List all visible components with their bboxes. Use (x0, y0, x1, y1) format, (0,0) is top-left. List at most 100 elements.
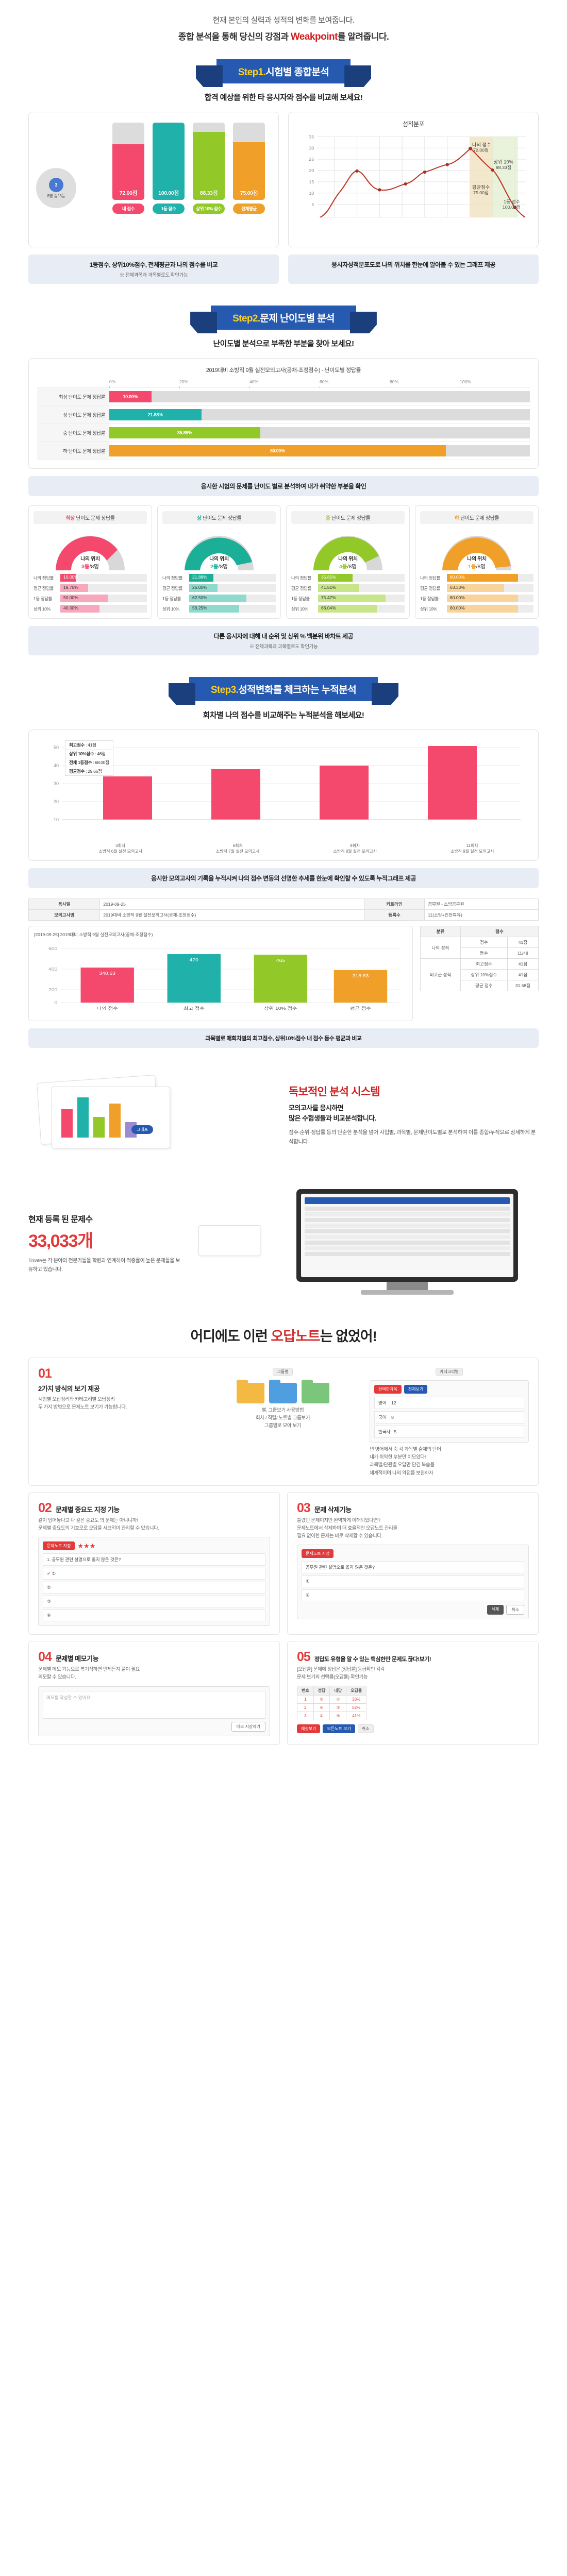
gauge-rank-value: 2등/8명 (180, 563, 258, 570)
gauge-rank-value: 1등/8명 (438, 563, 515, 570)
gauge-row: 나의 정답률 21.88% (162, 574, 276, 582)
tag-secondary[interactable]: 전체보기 (404, 1385, 428, 1394)
footer-space (0, 1751, 567, 1772)
table-row: 모의고사명 2019대비 소방직 9월 실전모의고사(공채-조정점수) 등록수 … (28, 909, 539, 921)
score-distribution-card: 성적분포 (288, 112, 539, 247)
hero-section: 현재 본인의 실력과 성적의 변화를 보여줍니다. 종합 분석을 통해 당신의 … (0, 0, 567, 48)
svg-text:88.33점: 88.33점 (496, 164, 511, 170)
option-row[interactable]: ② (43, 1582, 265, 1594)
svg-text:72.00점: 72.00점 (473, 147, 489, 153)
memo-input[interactable]: 메모를 작성할 수 있어요! (43, 1690, 265, 1719)
gauge-card: 상 난이도 문제 정답률 나의 위치 2등/8명 나의 정답률 21.88% 평균… (157, 505, 281, 619)
category-row[interactable]: 국어 8 (374, 1411, 524, 1423)
folder-group (203, 1380, 362, 1403)
difficulty-track: 35.85% (109, 427, 530, 438)
gauge-row-key: 상위 10% (420, 606, 437, 612)
feature-title: 2가지 방식의 보기 제공 (38, 1385, 100, 1393)
delete-button[interactable]: 삭제 (487, 1605, 504, 1615)
gauge-row-key: 나의 정답률 (34, 575, 54, 581)
gauge-row-bar: 25.00% (189, 584, 276, 592)
option-row[interactable]: ✓ ① (43, 1568, 265, 1580)
option-row[interactable]: ④ (43, 1609, 265, 1622)
step1-ribbon-inner: Step1.시험별 종합분석 (216, 59, 351, 83)
gauge-row: 1등 정답률 75.47% (291, 595, 405, 602)
explanation-button[interactable]: 해설보기 (297, 1724, 321, 1733)
rank-badge-number: 3 (49, 177, 63, 192)
gauge-row-key: 나의 정답률 (162, 575, 183, 581)
svg-text:318.83: 318.83 (353, 974, 369, 978)
feature-05: 05 정답도 유형을 알 수 있는 핵심한만 문제도 끊다!보기! [오답률] … (287, 1641, 539, 1745)
option-row[interactable]: ① (302, 1575, 524, 1588)
gauge-row-key: 평균 정답률 (291, 585, 312, 591)
gauge-row: 평균 정답률 41.51% (291, 584, 405, 592)
folder-icon[interactable] (269, 1380, 297, 1403)
gauge-row-key: 상위 10% (34, 606, 51, 612)
note-gauge: 다른 응시자에 대해 내 순위 및 상위 % 백분위 바차트 제공 ※ 전체과목… (28, 626, 539, 655)
bar-column: 72.00점 (112, 123, 144, 200)
folder-icon[interactable] (236, 1380, 264, 1403)
gauge-row-key: 1등 정답률 (162, 596, 181, 601)
gauge-row-value: 75.47% (321, 595, 336, 600)
feature-title: 문제별 메모기능 (55, 1655, 99, 1663)
tab-category[interactable]: 카테고리별 (436, 1368, 463, 1376)
difficulty-value: 80.00% (270, 448, 285, 453)
star-icon[interactable]: ★★★ (77, 1541, 96, 1550)
legend-item: 평균점수 : 29.66점 (69, 769, 102, 774)
step3-ribbon: Step3.성적변화를 체크하는 누적분석 (0, 677, 567, 701)
gauge-row-value: 80.00% (450, 595, 465, 600)
option-row[interactable]: ③ (43, 1596, 265, 1608)
svg-text:600: 600 (48, 946, 57, 951)
hero-line-2-a: 종합 분석을 통해 당신의 강점과 (178, 32, 291, 42)
cell: 33% (346, 1694, 367, 1704)
legend-value: 41점 (88, 742, 96, 748)
question-text: 1. 공무원 관련 설명으로 옳지 않은 것은? (43, 1553, 265, 1566)
answer-rate-table: 번호 정답 내답 오답률 1 ② ① 33% 2 ④ ③ (297, 1685, 367, 1720)
cell: ② (313, 1694, 330, 1704)
accum-legend: 최고점수 : 41점 상위 10%점수 : 46점 전체 1등점수 : 68.0… (65, 740, 113, 776)
gauge-rank: 3등 (81, 564, 90, 570)
gauge-title: 난이도 문제 정답률 (203, 516, 242, 521)
svg-text:20: 20 (309, 168, 314, 173)
distribution-title: 성적분포 (402, 121, 425, 128)
feature-03: 03 문제 삭제기능 틀렸던 문제이지만 완벽하게 이해되었다면? 문제노트에서… (287, 1492, 539, 1635)
gauge-row-bar: 80.00% (447, 605, 533, 613)
bar-column: 100.00점 (153, 123, 185, 200)
all-notes-button[interactable]: 모든노트 보기 (323, 1724, 355, 1733)
gauge-row-key: 나의 정답률 (420, 575, 441, 581)
legend-pill-top10: 상위 10% 점수 (193, 204, 225, 214)
accum-svg: 50 40 30 20 10 (54, 745, 521, 822)
category-panel: 선택한과목 전체보기 영어 12 국어 8 한국사 5 (370, 1380, 529, 1443)
gauge-row-key: 평균 정답률 (420, 585, 441, 591)
system-graphic: 그래프 (28, 1063, 278, 1166)
folder-icon[interactable] (301, 1380, 329, 1403)
svg-text:100.00점: 100.00점 (503, 204, 521, 210)
difficulty-value: 35.85% (177, 430, 192, 435)
cancel-button[interactable]: 취소 (357, 1724, 374, 1733)
step2-notes: 응시한 시험의 문제를 난이도 별로 분석하여 내가 취약한 부분을 확인 (0, 469, 567, 496)
gauge-head: 상 난이도 문제 정답률 (162, 511, 276, 524)
note-step3-main: 응시한 모의고사의 기록을 누적시켜 나의 점수 변동의 선명한 추세를 한눈에… (151, 875, 416, 882)
note-gauge-main: 다른 응시자에 대해 내 순위 및 상위 % 백분위 바차트 제공 (213, 633, 354, 640)
gauge-rank-value: 3등/8명 (52, 563, 129, 570)
note-right: 응시자성적분포도로 나의 위치를 한눈에 알아볼 수 있는 그래프 제공 (288, 255, 539, 284)
category-row[interactable]: 영어 12 (374, 1397, 524, 1409)
step1-number: Step1. (238, 67, 266, 78)
score-group: 비교군 성적 (420, 958, 461, 991)
svg-text:470: 470 (190, 958, 198, 962)
table-row: 평균 점수 31.68점 (421, 980, 539, 991)
difficulty-value: 21.88% (147, 412, 163, 417)
panel-head: 문제노트 지정 ★★★ (43, 1541, 265, 1551)
step3-label: 성적변화를 체크하는 누적분석 (238, 685, 357, 696)
memo-save-button[interactable]: 메모 저장하기 (231, 1721, 265, 1732)
note-step3: 응시한 모의고사의 기록을 누적시켜 나의 점수 변동의 선명한 추세를 한눈에… (28, 868, 539, 888)
gauge-card: 하 난이도 문제 정답률 나의 위치 1등/8명 나의 정답률 80.00% 평균… (415, 505, 539, 619)
gauge-row: 나의 정답률 80.00% (420, 574, 533, 582)
step3-ribbon-inner: Step3.성적변화를 체크하는 누적분석 (189, 677, 378, 701)
cancel-button[interactable]: 취소 (506, 1605, 524, 1615)
xtick: 60% (320, 379, 390, 388)
tab-group[interactable]: 그룹별 (273, 1368, 293, 1376)
cell: 1 (297, 1694, 314, 1704)
category-row[interactable]: 한국사 5 (374, 1426, 524, 1438)
tag-selected[interactable]: 선택한과목 (374, 1385, 402, 1394)
option-row[interactable]: ② (302, 1589, 524, 1602)
